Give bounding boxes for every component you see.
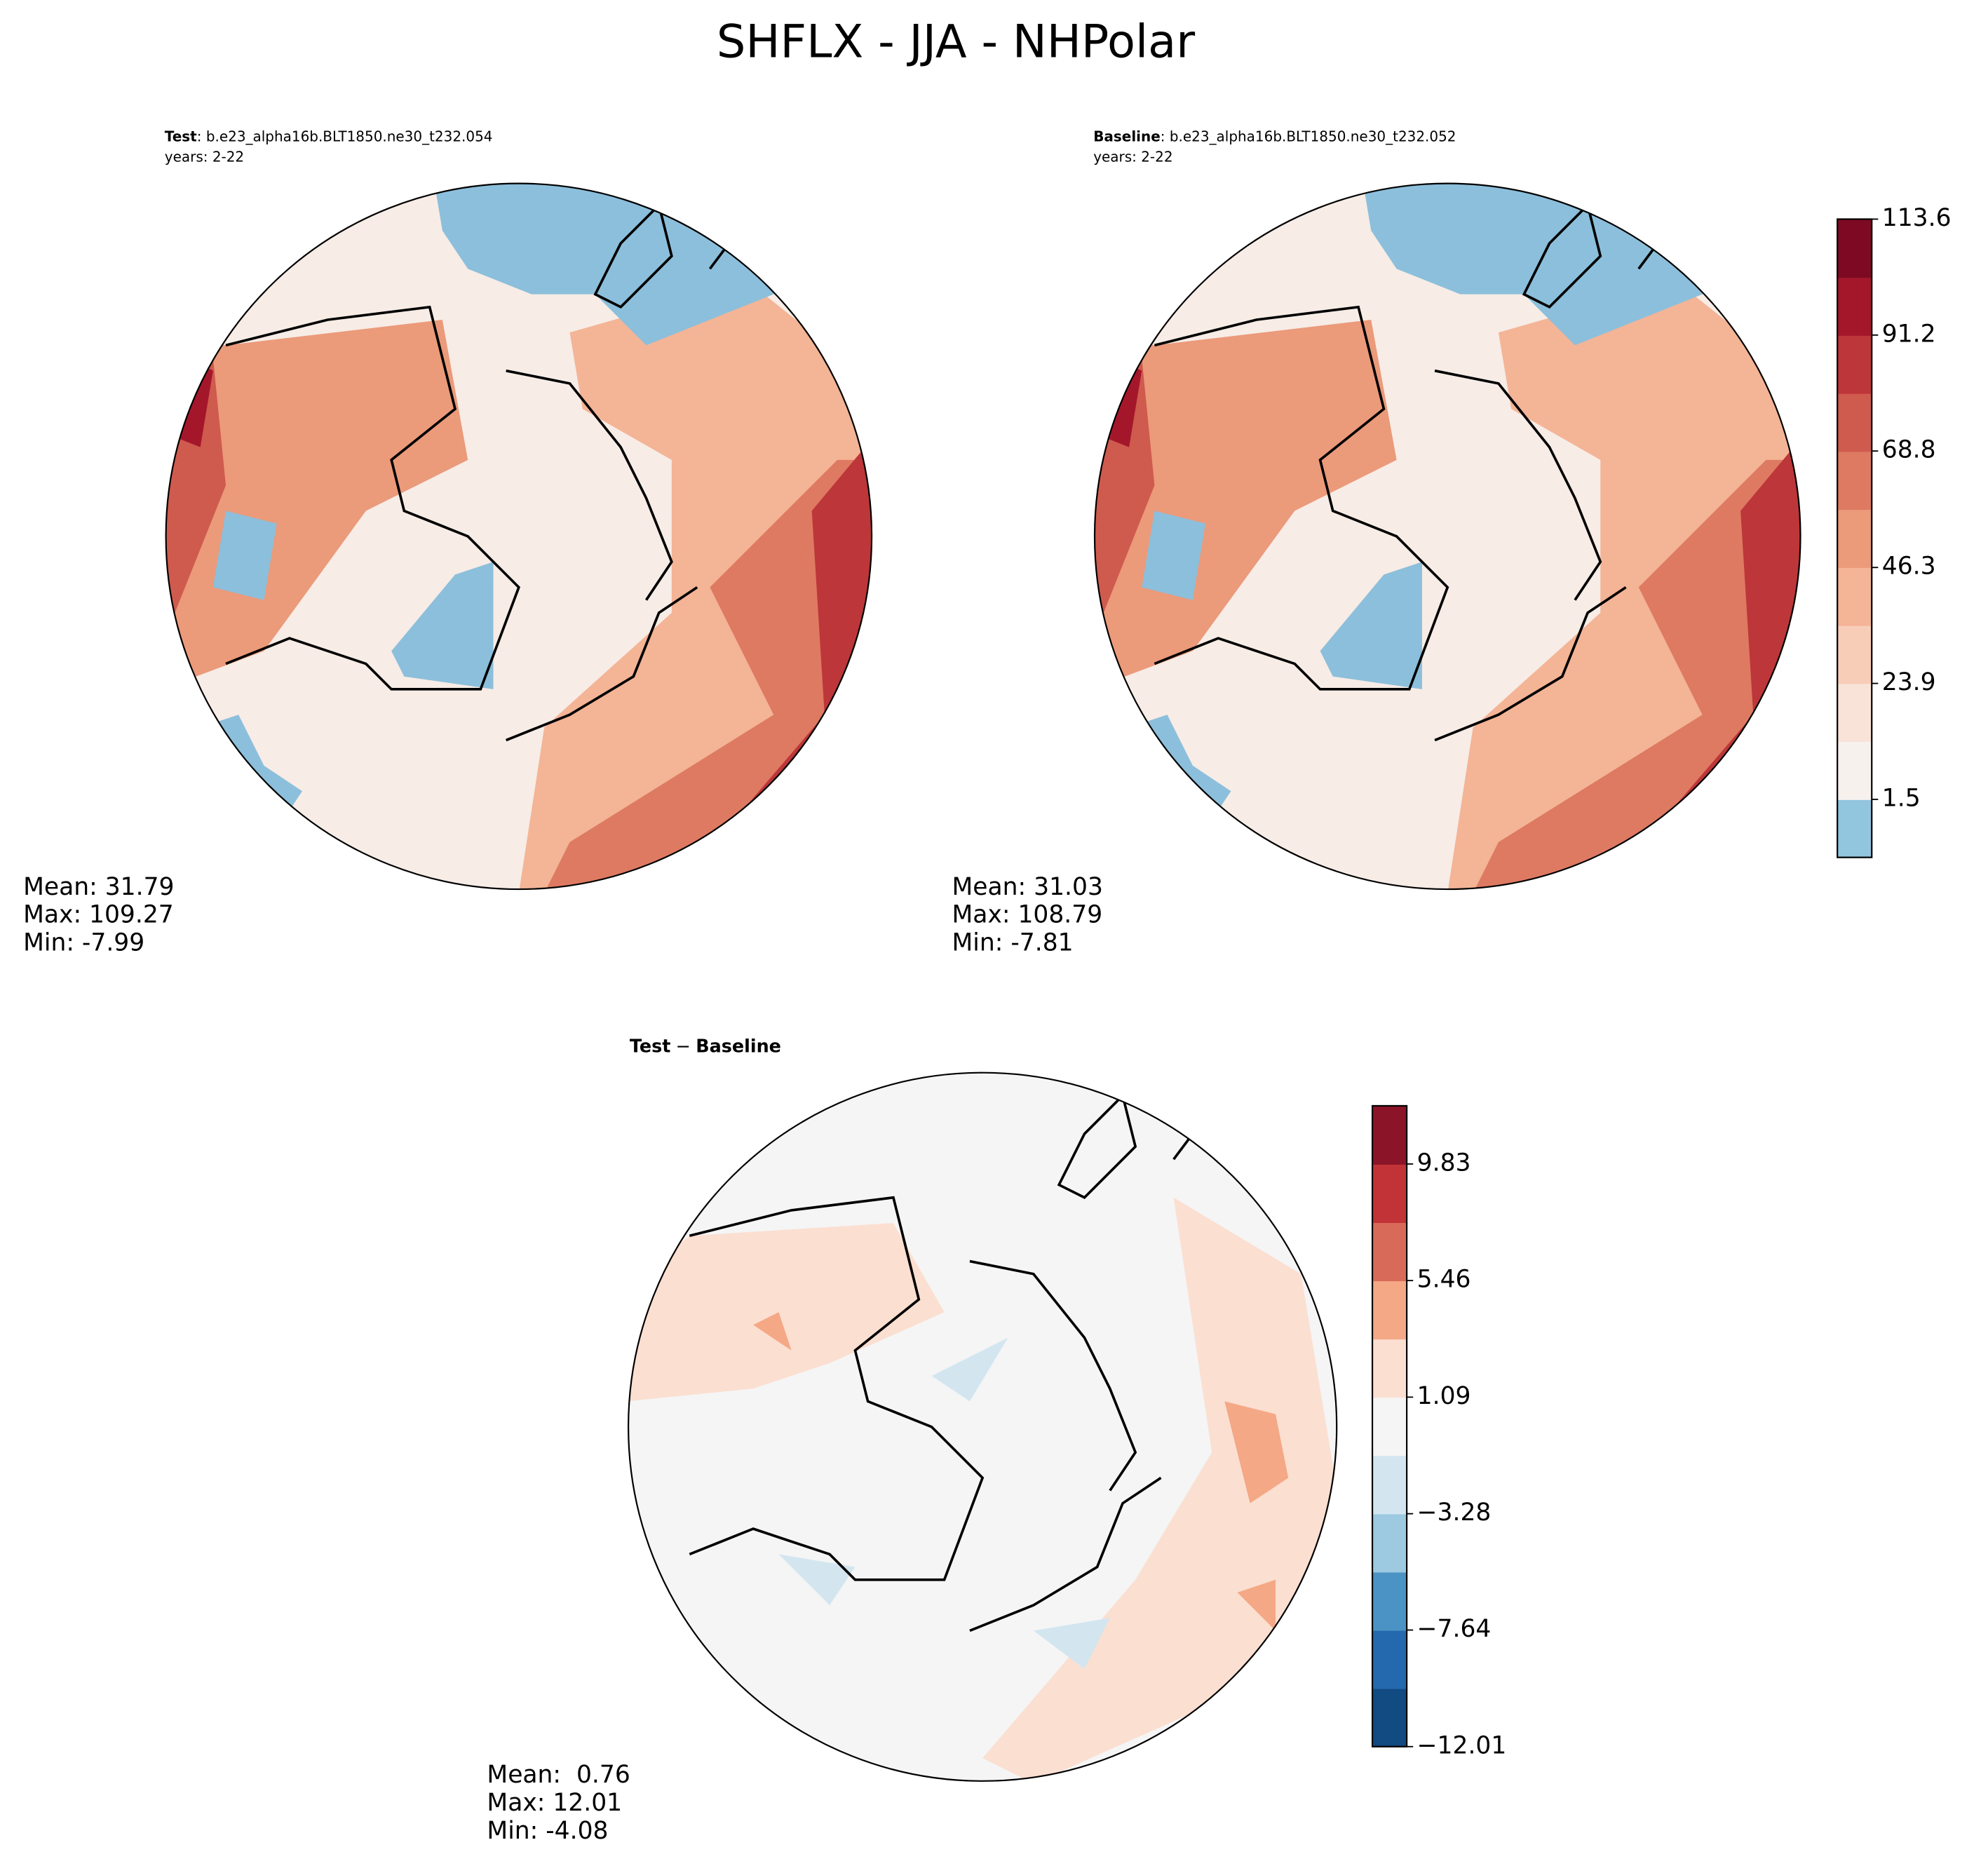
stat-text: Max: 108.79 [952, 901, 1103, 929]
stat-text: Max: 109.27 [23, 901, 174, 929]
colorbar-band [1837, 625, 1872, 684]
colorbar-band [1372, 1513, 1407, 1573]
stat-text: Min: -7.99 [23, 929, 144, 957]
map-test [165, 183, 872, 890]
colorbar-band [1372, 1571, 1407, 1631]
colorbar-band [1837, 799, 1872, 858]
colorbar-band [1837, 393, 1872, 452]
panel-operator: − [676, 1036, 691, 1057]
colorbar-band [1837, 277, 1872, 336]
colorbar-tick-label: 23.9 [1882, 668, 1936, 696]
panel-years: years: 2-22 [1093, 149, 1172, 165]
map-frame [165, 182, 873, 891]
stat-text: Mean: 0.76 [487, 1761, 630, 1789]
panel-years: years: 2-22 [165, 149, 244, 165]
colorbar-band [1372, 1164, 1407, 1224]
panel-label: Baseline [696, 1036, 781, 1057]
stat-text: Min: -7.81 [952, 929, 1074, 957]
colorbar-tick-label: −12.01 [1417, 1731, 1507, 1759]
colorbar-frame [1371, 1104, 1408, 1747]
colorbar-band [1372, 1105, 1407, 1165]
map-baseline [1095, 183, 1801, 890]
stat-text: Mean: 31.79 [23, 873, 174, 901]
figure-title: SHFLX - JJA - NHPolar [717, 15, 1195, 69]
panel-label: Test [165, 128, 197, 145]
colorbar-frame [1837, 218, 1873, 858]
colorbar-tick-label: 1.09 [1417, 1382, 1471, 1410]
colorbar-tick-label: −3.28 [1417, 1499, 1492, 1527]
stat-text: Min: -4.08 [487, 1817, 608, 1845]
colorbar-band [1372, 1339, 1407, 1398]
colorbar-band [1837, 567, 1872, 626]
panel-case: : b.e23_alpha16b.BLT1850.ne30_t232.052 [1161, 128, 1456, 145]
colorbar-tick-label: −7.64 [1417, 1615, 1492, 1643]
colorbar-band [1372, 1397, 1407, 1456]
panel-label: Baseline [1093, 128, 1161, 145]
colorbar-tick-label: 46.3 [1882, 553, 1936, 581]
colorbar-tick-label: 113.6 [1882, 204, 1952, 232]
panel-title: Test: b.e23_alpha16b.BLT1850.ne30_t232.0… [165, 128, 493, 145]
panel-case: : b.e23_alpha16b.BLT1850.ne30_t232.054 [197, 128, 493, 145]
colorbar-tick-label: 9.83 [1417, 1149, 1471, 1177]
stat-text: Max: 12.01 [487, 1789, 622, 1817]
colorbar-tick-label: 68.8 [1882, 436, 1936, 464]
colorbar-band [1372, 1688, 1407, 1747]
panel-title: Test − Baseline [630, 1036, 781, 1057]
colorbar-band [1837, 451, 1872, 510]
colorbar-tick-label: 5.46 [1417, 1266, 1471, 1294]
colorbar-tick-label: 1.5 [1882, 784, 1921, 812]
panel-title: Baseline: b.e23_alpha16b.BLT1850.ne30_t2… [1093, 128, 1456, 145]
colorbar-band [1372, 1222, 1407, 1282]
panel-label: Test [630, 1036, 671, 1057]
colorbar-tick-label: 91.2 [1882, 320, 1936, 348]
colorbar-band [1372, 1455, 1407, 1515]
colorbar-band [1837, 683, 1872, 743]
map-frame [628, 1071, 1338, 1782]
stat-text: Mean: 31.03 [952, 873, 1103, 901]
colorbar-band [1837, 334, 1872, 394]
colorbar-band [1837, 219, 1872, 278]
colorbar-band [1837, 741, 1872, 800]
colorbar-band [1837, 509, 1872, 568]
map-frame [1093, 182, 1801, 891]
map-diff [628, 1072, 1337, 1781]
colorbar-band [1372, 1280, 1407, 1340]
colorbar-band [1372, 1630, 1407, 1689]
